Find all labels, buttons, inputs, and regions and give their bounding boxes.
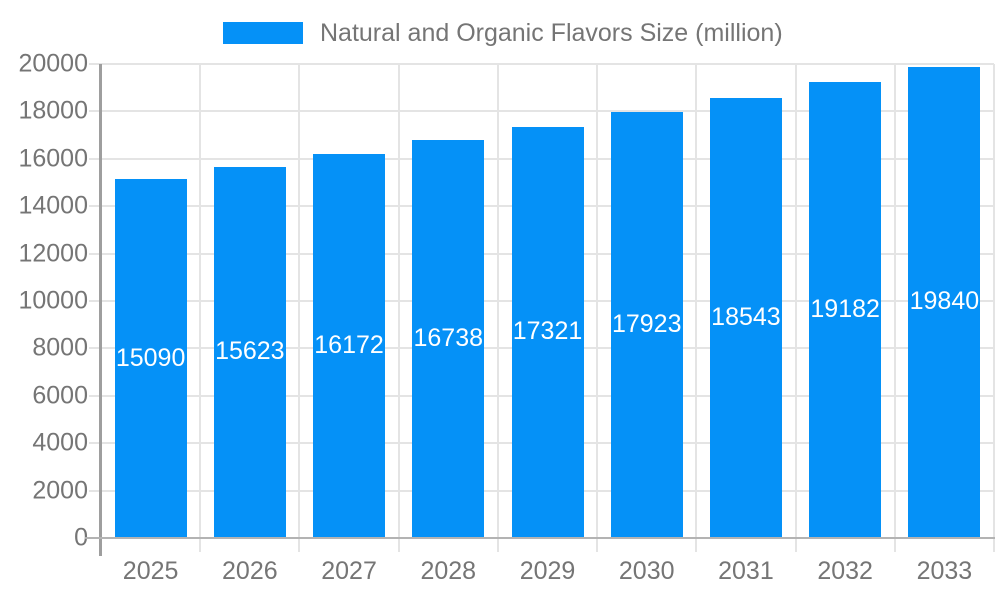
gridline-y-18000 (89, 110, 994, 113)
y-tick-label: 0 (74, 523, 88, 552)
bar-2029[interactable]: 17321 (511, 126, 584, 537)
x-tick-label-2026: 2026 (222, 557, 278, 585)
gridline-col-2 (298, 64, 301, 552)
gridline-col-5 (596, 64, 599, 552)
bar-value-label: 17923 (611, 310, 682, 339)
bar-value-label: 15623 (215, 337, 285, 366)
bar-value-label: 19840 (909, 287, 980, 316)
legend-swatch (223, 22, 303, 44)
bar-value-label: 15090 (115, 343, 186, 372)
y-tick-label: 12000 (18, 239, 88, 268)
bar-2027[interactable]: 16172 (313, 153, 386, 537)
bar-2030[interactable]: 17923 (610, 112, 683, 537)
gridline-col-3 (397, 64, 400, 552)
x-tick-label-2031: 2031 (718, 557, 774, 585)
gridline-col-9 (993, 64, 995, 552)
x-tick-label-2025: 2025 (122, 557, 179, 585)
y-tick-label: 4000 (32, 428, 88, 457)
y-tick-label: 10000 (18, 286, 88, 315)
y-tick-label: 2000 (32, 476, 88, 505)
y-tick-label: 8000 (32, 333, 88, 362)
bar-value-label: 19182 (810, 295, 880, 324)
x-axis-labels: 2025 2026 2027 2028 2029 2030 2031 2032 2033 (101, 559, 994, 589)
x-axis-baseline (85, 537, 995, 539)
x-tick-label-2032: 2032 (817, 557, 873, 585)
legend-label: Natural and Organic Flavors Size (millio… (320, 19, 783, 47)
y-tick-label: 6000 (32, 381, 88, 410)
bar-2026[interactable]: 15623 (213, 166, 286, 537)
bar-value-label: 16738 (413, 324, 484, 353)
x-tick-label-2028: 2028 (420, 557, 477, 585)
gridline-y-20000 (89, 63, 994, 65)
gridline-col-1 (199, 64, 202, 552)
y-tick-label: 20000 (18, 49, 88, 78)
y-axis-labels: 0 2000 4000 6000 8000 10000 12000 14000 16000 180… (0, 51, 88, 550)
gridline-col-7 (794, 64, 797, 552)
bar-2033[interactable]: 19840 (908, 66, 981, 537)
x-tick-label-2029: 2029 (519, 557, 576, 585)
y-axis-line (99, 64, 102, 556)
bar-2031[interactable]: 18543 (709, 97, 782, 537)
bar-2025[interactable]: 15090 (114, 179, 187, 537)
gridline-col-4 (496, 64, 499, 552)
x-tick-label-2027: 2027 (321, 557, 377, 585)
y-tick-label: 18000 (18, 96, 88, 125)
x-tick-label-2030: 2030 (618, 557, 675, 585)
plot-area: 15090 15623 16172 16738 17321 17923 18543 19182… (85, 63, 995, 556)
gridline-col-8 (893, 64, 896, 552)
y-tick-label: 14000 (18, 191, 88, 220)
bar-value-label: 17321 (512, 317, 583, 346)
y-tick-label: 16000 (18, 144, 88, 173)
bar-value-label: 16172 (314, 330, 384, 359)
bar-2032[interactable]: 19182 (809, 82, 882, 537)
bar-value-label: 18543 (711, 302, 781, 331)
bar-2028[interactable]: 16738 (412, 140, 485, 537)
x-tick-label-2033: 2033 (916, 557, 973, 585)
gridline-col-6 (695, 64, 698, 552)
legend[interactable]: Natural and Organic Flavors Size (millio… (223, 19, 783, 47)
